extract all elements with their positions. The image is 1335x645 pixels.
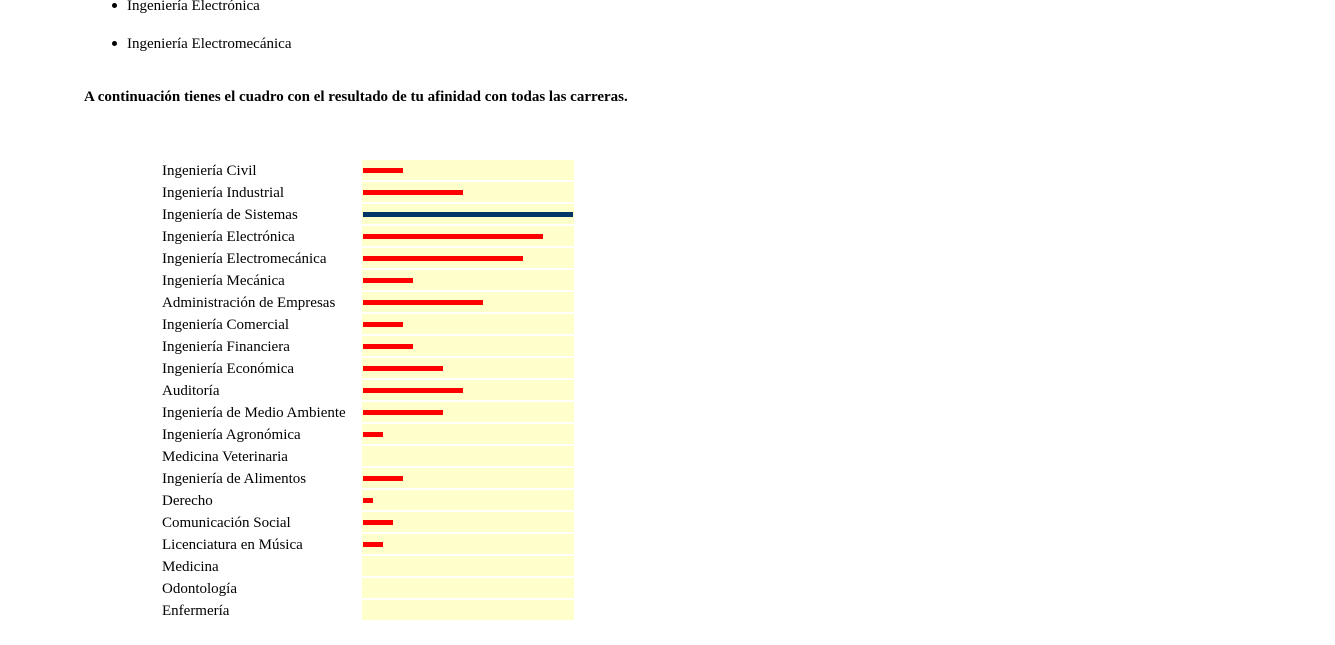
- recommended-career-label: Ingeniería Electromecánica: [127, 36, 292, 52]
- affinity-bar: [363, 498, 373, 503]
- category-label: Ingeniería de Alimentos: [162, 471, 307, 487]
- bar-track: [362, 446, 574, 466]
- category-label: Ingeniería Electrónica: [162, 229, 295, 245]
- affinity-bar: [363, 410, 443, 415]
- category-label: Ingeniería Económica: [162, 361, 295, 377]
- category-label: Licenciatura en Música: [162, 537, 303, 553]
- bar-track: [362, 226, 574, 246]
- bullet-icon: [112, 41, 117, 46]
- affinity-bar: [363, 432, 383, 437]
- bar-track: [362, 424, 574, 444]
- bar-track: [362, 292, 574, 312]
- bar-track: [362, 468, 574, 488]
- category-label: Ingeniería de Sistemas: [162, 207, 298, 223]
- recommended-career-label: Ingeniería Electrónica: [127, 0, 260, 14]
- bullet-icon: [112, 3, 117, 8]
- bar-track: [362, 512, 574, 532]
- category-label: Comunicación Social: [162, 515, 291, 531]
- affinity-bar: [363, 278, 413, 283]
- category-label: Ingeniería Agronómica: [162, 427, 301, 443]
- affinity-bar: [363, 300, 483, 305]
- category-label: Ingeniería de Medio Ambiente: [162, 405, 346, 421]
- category-label: Odontología: [162, 581, 237, 597]
- bar-track: [362, 204, 574, 224]
- affinity-bar: [363, 388, 463, 393]
- category-label: Derecho: [162, 493, 213, 509]
- category-label: Administración de Empresas: [162, 295, 336, 311]
- affinity-bar: [363, 476, 403, 481]
- category-label: Medicina: [162, 559, 219, 575]
- category-label: Medicina Veterinaria: [162, 449, 288, 465]
- bar-track: [362, 490, 574, 510]
- bar-track: [362, 358, 574, 378]
- recommended-careers-list: Ingeniería Electrónica Ingeniería Electr…: [0, 0, 291, 63]
- affinity-bar: [363, 168, 403, 173]
- category-label: Ingeniería Electromecánica: [162, 251, 327, 267]
- affinity-bar: [363, 542, 383, 547]
- bar-track: [362, 600, 574, 620]
- category-label: Enfermería: [162, 603, 230, 619]
- bar-track: [362, 556, 574, 576]
- category-label: Auditoría: [162, 383, 220, 399]
- category-label: Ingeniería Industrial: [162, 185, 285, 201]
- affinity-bar: [363, 190, 463, 195]
- affinity-bar: [363, 212, 573, 217]
- bar-track: [362, 534, 574, 554]
- category-label: Ingeniería Comercial: [162, 317, 290, 333]
- bar-track: [362, 380, 574, 400]
- affinity-bar: [363, 344, 413, 349]
- bar-track: [362, 160, 574, 180]
- recommended-career-item: Ingeniería Electromecánica: [0, 25, 291, 63]
- affinity-bar: [363, 234, 543, 239]
- intro-text: A continuación tienes el cuadro con el r…: [84, 89, 628, 105]
- category-label: Ingeniería Mecánica: [162, 273, 285, 289]
- bar-track: [362, 402, 574, 422]
- bar-track: [362, 314, 574, 334]
- affinity-bar: [363, 520, 393, 525]
- affinity-bar: [363, 322, 403, 327]
- bar-track: [362, 248, 574, 268]
- bar-track: [362, 578, 574, 598]
- bar-track: [362, 270, 574, 290]
- recommended-career-item: Ingeniería Electrónica: [0, 0, 291, 25]
- category-label: Ingeniería Civil: [162, 163, 257, 179]
- bar-track: [362, 336, 574, 356]
- category-label: Ingeniería Financiera: [162, 339, 290, 355]
- affinity-bar: [363, 256, 523, 261]
- affinity-bar: [363, 366, 443, 371]
- bar-track: [362, 182, 574, 202]
